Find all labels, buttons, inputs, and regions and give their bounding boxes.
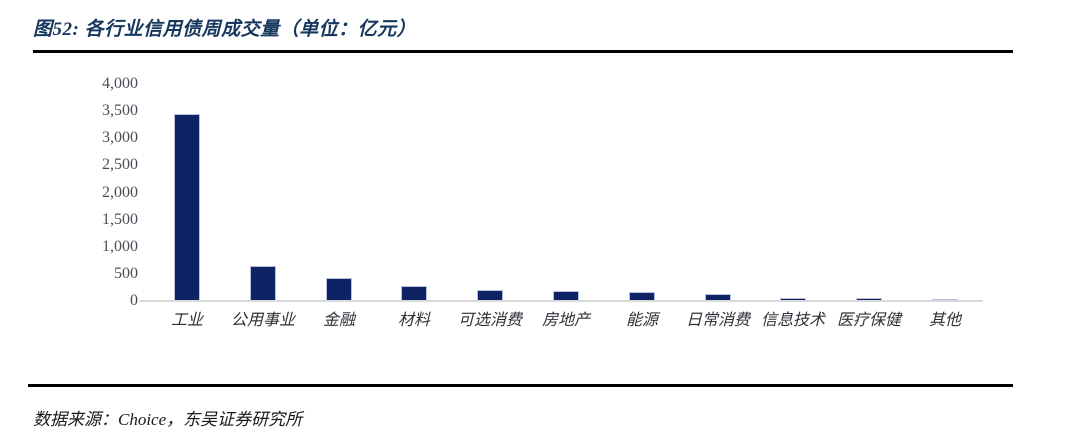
x-axis-label-医疗保健: 医疗保健 — [836, 312, 901, 329]
y-axis-tick-label: 3,000 — [102, 129, 138, 147]
x-axis-line — [140, 300, 983, 302]
y-axis-tick-label: 500 — [114, 264, 138, 282]
x-axis-label-可选消费: 可选消费 — [457, 312, 522, 329]
bar-材料 — [401, 286, 427, 301]
footer-divider — [28, 384, 1013, 387]
y-axis-tick-label: 2,500 — [102, 156, 138, 174]
y-axis-tick-label: 2,000 — [102, 183, 138, 201]
y-axis-tick-label: 0 — [130, 292, 138, 309]
bar-金融 — [326, 278, 352, 301]
bar-公用事业 — [250, 266, 276, 301]
title-divider — [33, 50, 1013, 53]
x-axis-label-日常消费: 日常消费 — [685, 312, 750, 329]
x-axis-label-房地产: 房地产 — [541, 312, 590, 329]
x-axis-label-信息技术: 信息技术 — [760, 312, 825, 329]
y-axis-tick-label: 4,000 — [102, 75, 138, 92]
y-axis-tick-label: 1,500 — [102, 210, 138, 228]
x-axis-label-公用事业: 公用事业 — [230, 312, 295, 329]
x-axis-label-能源: 能源 — [625, 312, 658, 329]
data-source: 数据来源：Choice，东吴证券研究所 — [33, 410, 303, 429]
x-axis-label-工业: 工业 — [170, 312, 203, 329]
x-axis-label-其他: 其他 — [928, 312, 961, 329]
x-axis-label-金融: 金融 — [322, 312, 355, 329]
bar-工业 — [174, 114, 200, 301]
figure-title: 图52: 各行业信用债周成交量（单位：亿元） — [33, 19, 417, 40]
y-axis-tick-label: 3,500 — [102, 102, 138, 120]
x-axis-label-材料: 材料 — [397, 312, 430, 329]
y-axis-tick-label: 1,000 — [102, 237, 138, 255]
